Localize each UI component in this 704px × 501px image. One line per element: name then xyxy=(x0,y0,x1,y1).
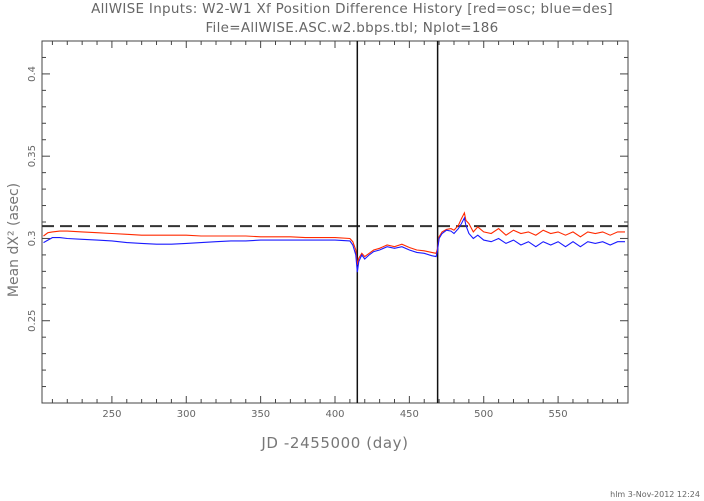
x-tick-label: 450 xyxy=(400,409,419,420)
x-tick-label: 350 xyxy=(251,409,270,420)
chart-subtitle: File=AllWISE.ASC.w2.bbps.tbl; Nplot=186 xyxy=(205,20,499,36)
chart-title: AllWISE Inputs: W2-W1 Xf Position Differ… xyxy=(91,1,613,17)
timestamp-stamp: hlm 3-Nov-2012 12:24 xyxy=(610,490,700,499)
series-line-blue-des xyxy=(43,216,625,273)
y-axis-label: Mean dX² (asec) xyxy=(6,182,22,298)
y-tick-label: 0.25 xyxy=(27,310,38,332)
y-tick-label: 0.35 xyxy=(27,145,38,167)
plot-frame xyxy=(41,40,629,404)
y-tick-label: 0.4 xyxy=(27,66,38,82)
x-tick-label: 300 xyxy=(177,409,196,420)
series-line-red-osc xyxy=(43,211,625,265)
y-tick-label: 0.3 xyxy=(27,231,38,247)
x-tick-label: 400 xyxy=(325,409,344,420)
x-tick-label: 500 xyxy=(474,409,493,420)
x-tick-label: 250 xyxy=(102,409,121,420)
x-tick-label: 550 xyxy=(549,409,568,420)
x-axis-label: JD -2455000 (day) xyxy=(261,434,409,452)
